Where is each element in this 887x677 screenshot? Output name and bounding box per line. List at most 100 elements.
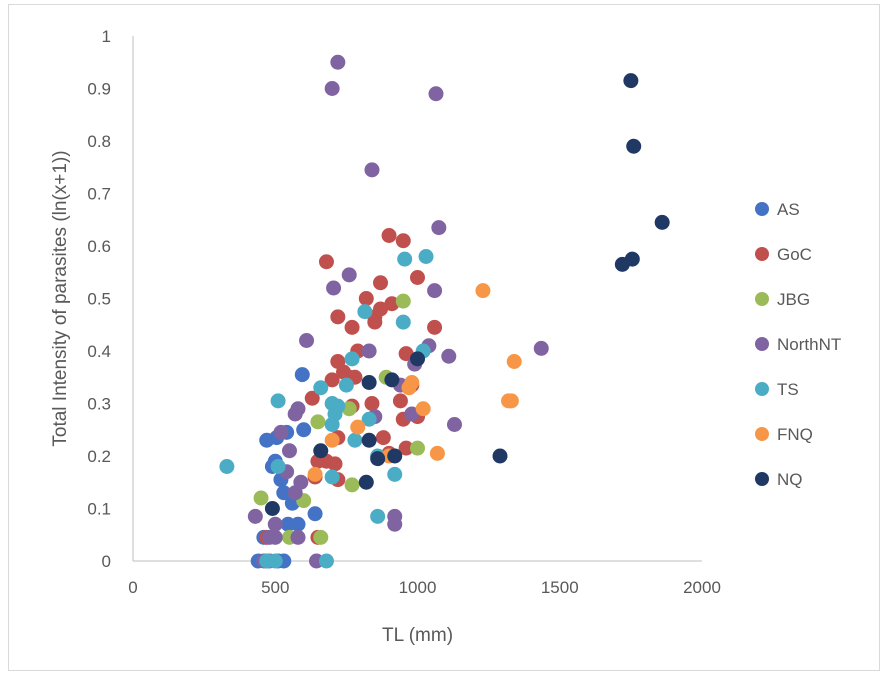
legend: AS GoC JBG NorthNT TS FNQ NQ	[755, 200, 841, 489]
data-point	[327, 456, 343, 472]
chart-frame	[8, 4, 880, 671]
data-point	[358, 291, 374, 306]
data-point	[395, 233, 411, 249]
legend-label: FNQ	[777, 425, 813, 444]
data-point	[415, 401, 431, 417]
legend-marker	[755, 202, 769, 216]
data-point	[373, 301, 389, 317]
data-point	[330, 54, 346, 70]
x-tick-label: 1500	[541, 578, 579, 597]
data-point	[404, 406, 420, 422]
data-point	[299, 333, 315, 348]
data-point	[387, 516, 403, 532]
data-point	[506, 354, 522, 369]
data-point	[338, 377, 354, 393]
data-point	[387, 466, 403, 482]
data-point	[290, 529, 306, 545]
legend-marker	[755, 382, 769, 396]
x-tick-label: 2000	[683, 578, 721, 597]
data-point	[273, 424, 289, 440]
y-tick-label: 0.3	[87, 395, 111, 414]
data-point	[318, 254, 334, 270]
y-tick-label: 0.2	[87, 447, 111, 466]
x-axis-title: TL (mm)	[382, 625, 453, 646]
legend-marker	[755, 337, 769, 351]
legend-label: NQ	[777, 470, 803, 489]
data-point	[341, 401, 357, 417]
legend-marker	[755, 472, 769, 486]
x-tick-label: 1000	[399, 578, 437, 597]
data-point	[492, 448, 508, 464]
data-point	[344, 477, 360, 493]
data-point	[270, 459, 286, 474]
data-point	[395, 293, 411, 309]
data-point	[247, 508, 263, 524]
data-point	[276, 485, 292, 501]
data-point	[418, 249, 434, 264]
legend-marker	[755, 292, 769, 306]
x-tick-label: 0	[128, 578, 137, 597]
legend-item-ts: TS	[755, 380, 799, 399]
data-point	[475, 283, 491, 299]
y-tick-label: 0.8	[87, 132, 111, 151]
data-point	[431, 220, 447, 236]
data-point	[370, 451, 386, 467]
y-tick-label: 0.5	[87, 290, 111, 309]
data-point	[350, 419, 366, 435]
data-point	[410, 351, 425, 367]
data-point	[253, 490, 269, 506]
legend-label: TS	[777, 380, 799, 399]
data-point	[623, 73, 639, 89]
data-point	[324, 469, 340, 485]
data-point	[267, 516, 283, 532]
data-point	[381, 228, 397, 243]
legend-item-nq: NQ	[755, 470, 803, 489]
data-point	[330, 309, 346, 325]
y-tick-label: 0.6	[87, 237, 111, 256]
data-point	[401, 380, 417, 396]
data-point	[428, 86, 444, 102]
series-northnt	[247, 54, 549, 569]
data-point	[267, 529, 283, 545]
data-point	[446, 417, 462, 432]
data-points	[219, 54, 670, 569]
data-point	[441, 348, 457, 364]
data-point	[373, 275, 389, 291]
data-point	[357, 304, 373, 320]
data-point	[384, 372, 400, 388]
data-point	[324, 81, 340, 96]
data-point	[367, 314, 383, 330]
data-point	[533, 340, 549, 356]
data-point	[287, 485, 303, 501]
y-tick-label: 0	[102, 552, 111, 571]
data-point	[281, 443, 297, 459]
series-ts	[219, 249, 434, 569]
data-point	[324, 372, 340, 388]
data-point	[364, 162, 380, 178]
data-point	[326, 280, 342, 296]
data-point	[375, 430, 391, 446]
data-point	[313, 529, 329, 545]
y-tick-label: 1	[102, 27, 111, 46]
data-point	[264, 501, 280, 516]
legend-item-fnq: FNQ	[755, 425, 813, 444]
data-point	[654, 214, 670, 230]
y-tick-label: 0.9	[87, 80, 111, 99]
data-point	[313, 380, 329, 396]
data-point	[280, 516, 296, 532]
data-point	[304, 390, 320, 406]
data-point	[307, 506, 323, 522]
legend-item-jbg: JBG	[755, 290, 810, 309]
data-point	[429, 445, 445, 461]
data-point	[296, 422, 312, 438]
legend-label: AS	[777, 200, 800, 219]
data-point	[347, 432, 363, 448]
legend-label: GoC	[777, 245, 812, 264]
data-point	[398, 440, 414, 456]
data-point	[361, 432, 377, 448]
data-point	[361, 343, 377, 359]
legend-item-goc: GoC	[755, 245, 812, 264]
data-point	[626, 138, 642, 154]
data-point	[398, 346, 414, 362]
